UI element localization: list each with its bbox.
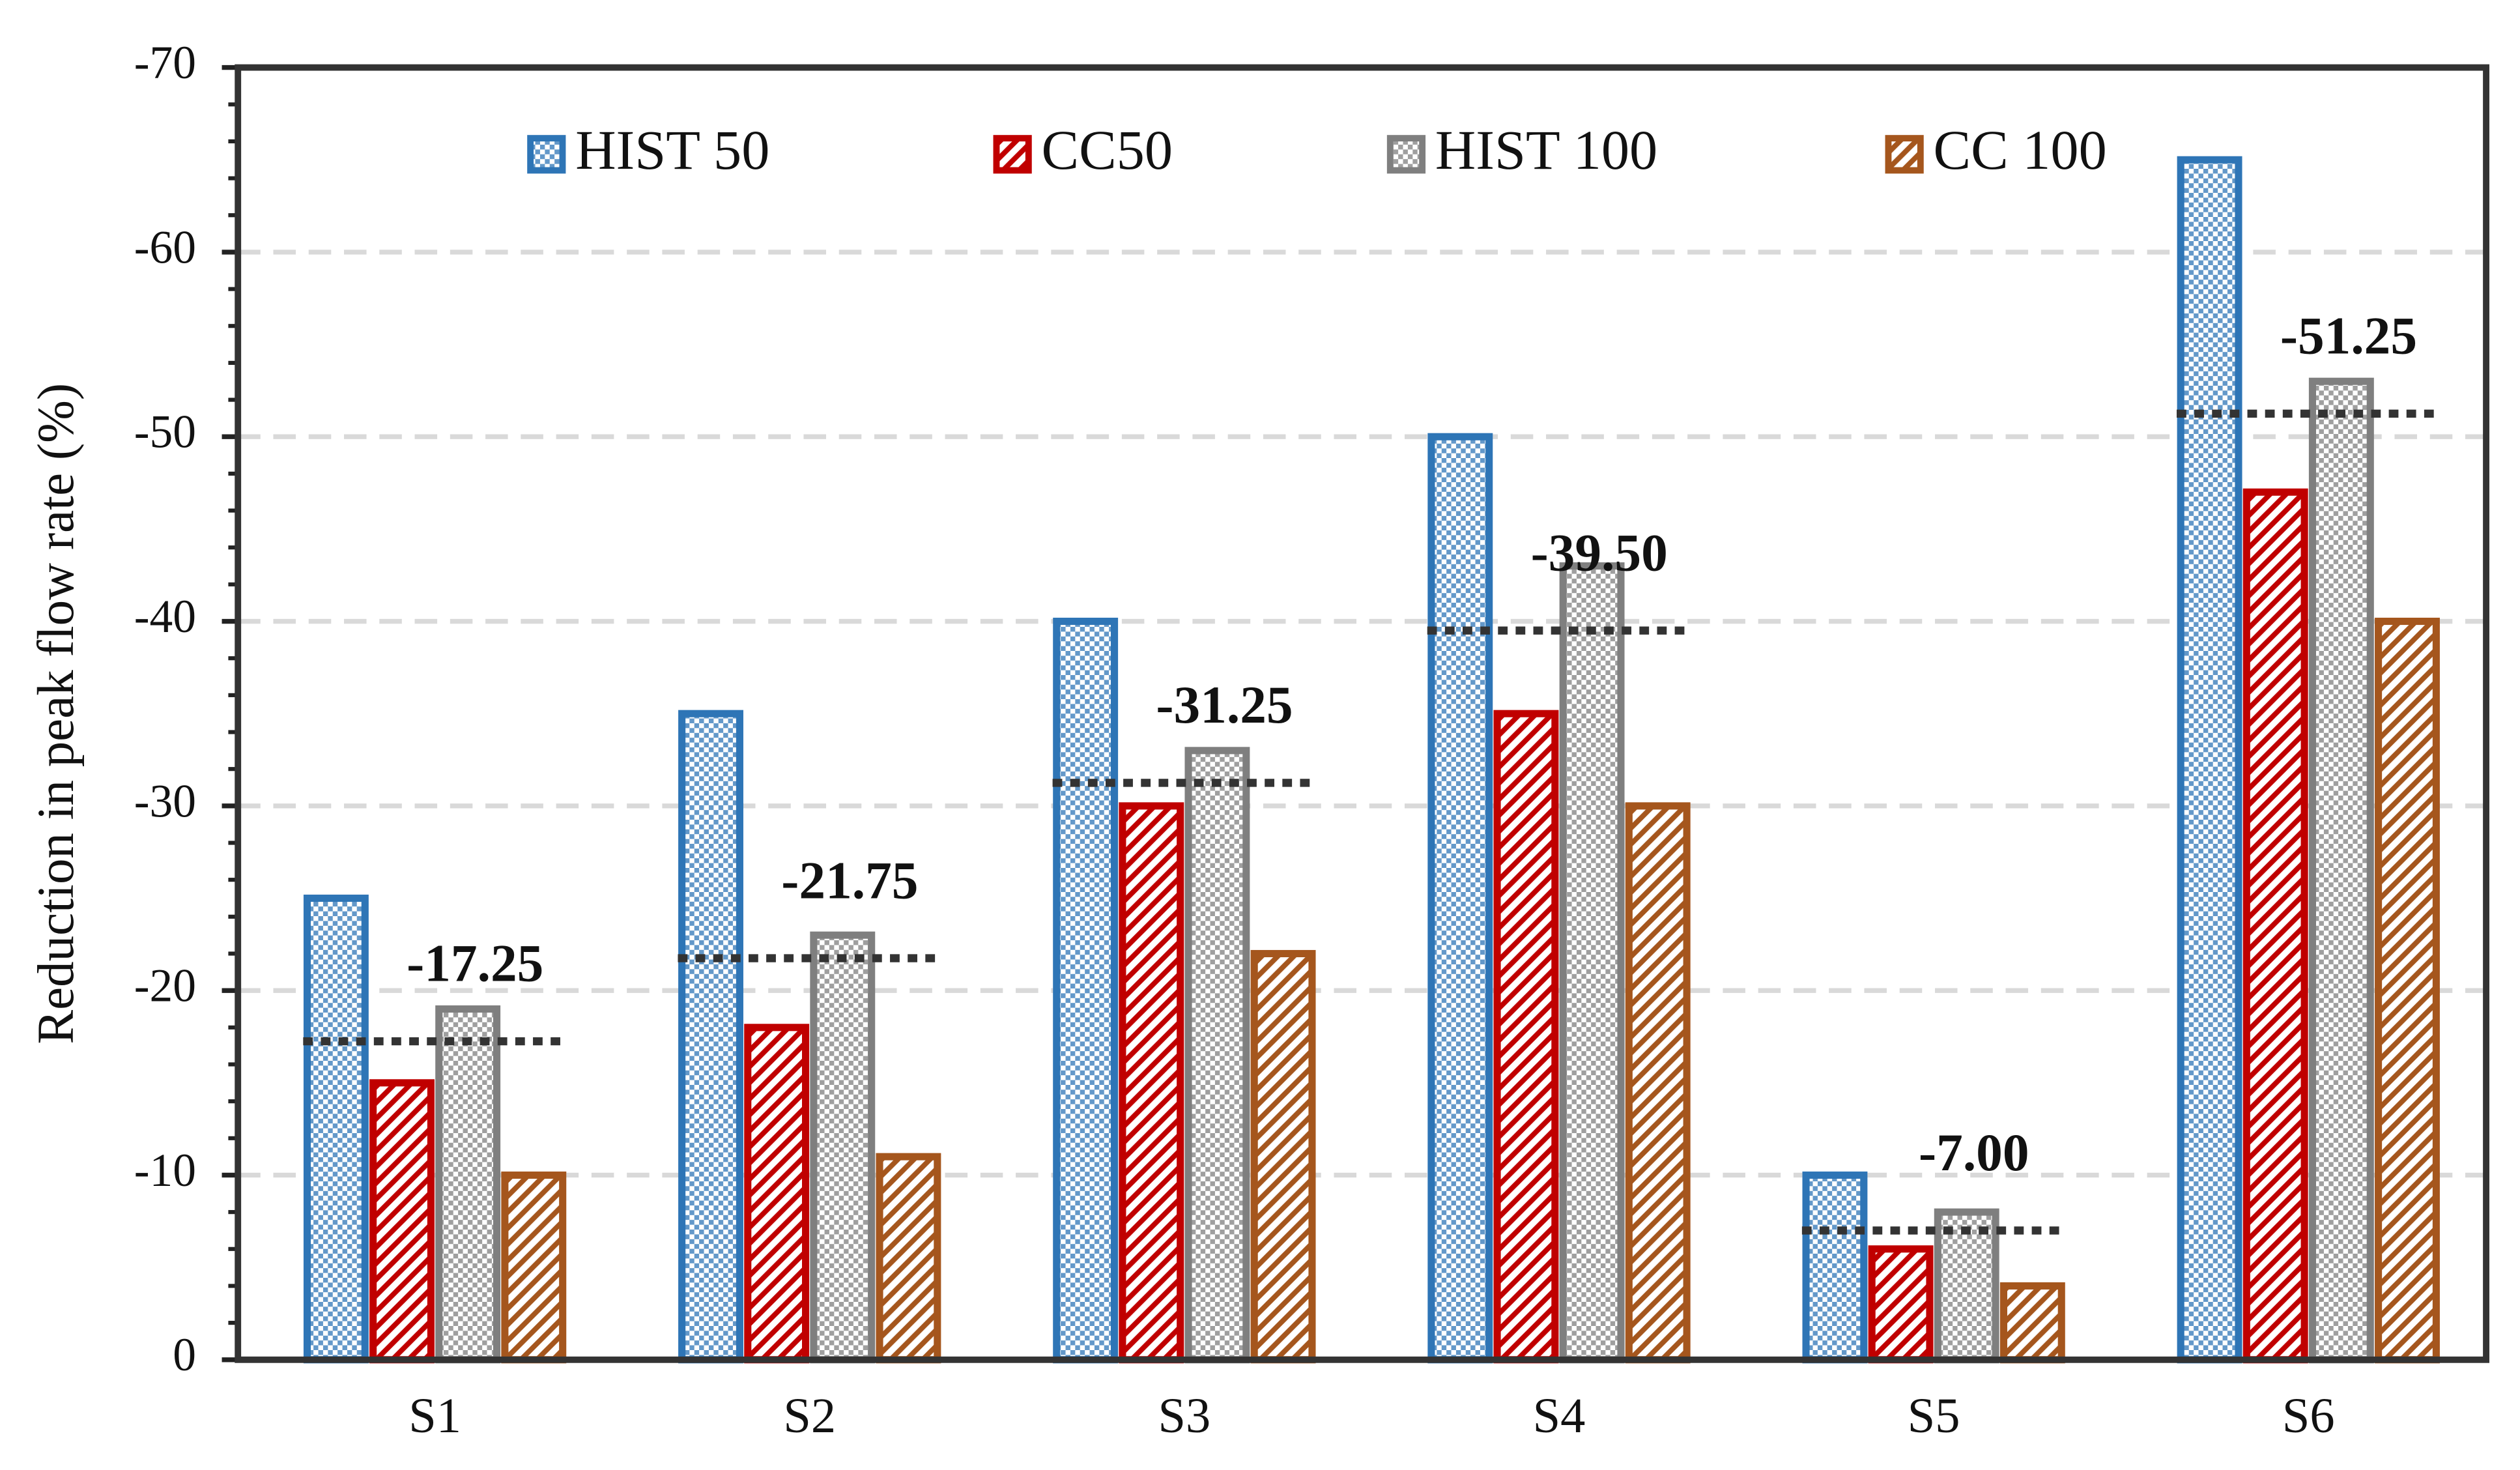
y-axis-title: Reduction in peak flow rate (%) <box>28 383 85 1045</box>
legend-label: HIST 100 <box>1435 119 1657 181</box>
average-label: -31.25 <box>1156 675 1293 734</box>
bar <box>2177 156 2242 1364</box>
y-tick-label: -30 <box>134 775 196 827</box>
bar <box>2375 617 2440 1364</box>
legend-swatch <box>993 135 1032 174</box>
x-tick-label: S5 <box>1908 1388 1960 1443</box>
bar <box>369 1079 435 1364</box>
bar <box>1625 802 1691 1364</box>
x-tick-label: S4 <box>1533 1388 1586 1443</box>
bar <box>1427 433 1493 1364</box>
average-label: -7.00 <box>1919 1123 2029 1182</box>
bar <box>1053 617 1119 1364</box>
average-label: -39.50 <box>1531 523 1668 582</box>
average-label: -17.25 <box>407 934 543 993</box>
x-tick-label: S6 <box>2282 1388 2335 1443</box>
y-tick-label: -20 <box>134 960 196 1012</box>
legend-label: CC 100 <box>1934 119 2107 181</box>
y-tick-label: -40 <box>134 591 196 642</box>
y-tick-label: 0 <box>173 1329 196 1381</box>
bar <box>2242 488 2308 1364</box>
legend-swatch <box>1386 135 1426 174</box>
legend-swatch <box>527 135 566 174</box>
y-tick-label: -70 <box>134 37 196 89</box>
y-tick-label: -10 <box>134 1145 196 1196</box>
legend-label: HIST 50 <box>575 119 769 181</box>
average-label: -21.75 <box>781 850 918 910</box>
bar <box>2308 377 2374 1364</box>
bar <box>810 931 876 1364</box>
y-tick-label: -50 <box>134 407 196 458</box>
bar <box>1868 1245 1934 1364</box>
bar <box>1559 562 1625 1364</box>
x-tick-label: S1 <box>408 1388 461 1443</box>
plot-frame <box>235 64 2489 1363</box>
bar <box>678 710 743 1364</box>
bar <box>1184 747 1250 1364</box>
bar <box>303 894 369 1364</box>
x-tick-label: S2 <box>783 1388 836 1443</box>
bar <box>1119 802 1184 1364</box>
average-label: -51.25 <box>2280 306 2417 365</box>
bar <box>1999 1282 2065 1364</box>
x-tick-label: S3 <box>1158 1388 1210 1443</box>
bar <box>435 1005 501 1364</box>
bar <box>1250 949 1316 1364</box>
bar <box>1934 1208 1999 1364</box>
bar <box>876 1153 941 1364</box>
legend-swatch <box>1885 135 1924 174</box>
bar <box>744 1024 810 1364</box>
bar <box>1802 1171 1868 1364</box>
legend-label: CC50 <box>1042 119 1173 181</box>
y-tick-label: -60 <box>134 222 196 273</box>
bar <box>501 1171 567 1364</box>
bar <box>1493 710 1559 1364</box>
